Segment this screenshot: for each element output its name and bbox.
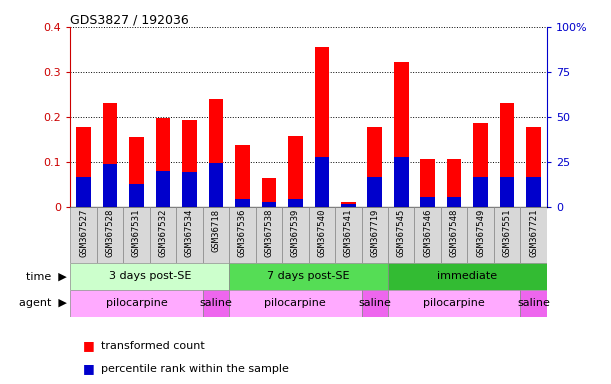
Bar xyxy=(341,202,356,207)
Text: GSM367721: GSM367721 xyxy=(529,209,538,257)
Bar xyxy=(367,127,382,207)
Bar xyxy=(97,207,123,263)
Bar xyxy=(494,207,521,263)
Text: agent  ▶: agent ▶ xyxy=(20,298,67,308)
Text: transformed count: transformed count xyxy=(101,341,205,351)
Text: immediate: immediate xyxy=(437,271,497,281)
Bar xyxy=(182,172,197,207)
Bar xyxy=(150,207,176,263)
Bar xyxy=(474,177,488,207)
Bar xyxy=(335,207,362,263)
Text: GSM367548: GSM367548 xyxy=(450,209,459,257)
Bar xyxy=(70,207,97,263)
Bar xyxy=(262,178,276,207)
Text: GSM367545: GSM367545 xyxy=(397,209,406,257)
Text: pilocarpine: pilocarpine xyxy=(106,298,167,308)
Bar xyxy=(76,177,91,207)
Bar xyxy=(362,290,388,317)
Bar xyxy=(103,164,117,207)
Text: GSM367549: GSM367549 xyxy=(476,209,485,257)
Bar xyxy=(129,137,144,207)
Bar xyxy=(447,159,461,207)
Text: time  ▶: time ▶ xyxy=(26,271,67,281)
Bar xyxy=(203,207,229,263)
Bar xyxy=(229,290,362,317)
Text: saline: saline xyxy=(199,298,232,308)
Text: GSM367539: GSM367539 xyxy=(291,209,300,257)
Bar xyxy=(474,122,488,207)
Bar xyxy=(500,103,514,207)
Bar xyxy=(123,207,150,263)
Text: ■: ■ xyxy=(82,339,94,352)
Bar xyxy=(229,207,255,263)
Text: percentile rank within the sample: percentile rank within the sample xyxy=(101,364,288,374)
Bar xyxy=(255,207,282,263)
Bar xyxy=(235,145,250,207)
Bar xyxy=(176,207,203,263)
Text: GSM367551: GSM367551 xyxy=(503,209,511,257)
Text: ■: ■ xyxy=(82,362,94,375)
Bar xyxy=(388,290,521,317)
Text: GSM367528: GSM367528 xyxy=(106,209,114,257)
Bar xyxy=(262,202,276,207)
Bar xyxy=(70,263,229,290)
Bar xyxy=(315,157,329,207)
Bar xyxy=(388,263,547,290)
Text: GSM367538: GSM367538 xyxy=(265,209,273,257)
Bar xyxy=(129,184,144,207)
Text: GSM367540: GSM367540 xyxy=(317,209,326,257)
Bar xyxy=(362,207,388,263)
Bar xyxy=(229,263,388,290)
Bar xyxy=(500,177,514,207)
Text: GSM367532: GSM367532 xyxy=(158,209,167,257)
Bar xyxy=(526,177,541,207)
Text: GSM367541: GSM367541 xyxy=(344,209,353,257)
Text: GSM367536: GSM367536 xyxy=(238,209,247,257)
Bar xyxy=(394,157,409,207)
Text: pilocarpine: pilocarpine xyxy=(265,298,326,308)
Text: 7 days post-SE: 7 days post-SE xyxy=(267,271,350,281)
Text: GSM367531: GSM367531 xyxy=(132,209,141,257)
Bar xyxy=(420,197,435,207)
Bar xyxy=(156,118,170,207)
Bar xyxy=(414,207,441,263)
Text: 3 days post-SE: 3 days post-SE xyxy=(109,271,191,281)
Bar xyxy=(467,207,494,263)
Bar xyxy=(76,127,91,207)
Bar xyxy=(441,207,467,263)
Text: GSM367527: GSM367527 xyxy=(79,209,88,257)
Text: GDS3827 / 192036: GDS3827 / 192036 xyxy=(70,14,189,27)
Text: GSM367534: GSM367534 xyxy=(185,209,194,257)
Bar xyxy=(521,207,547,263)
Bar xyxy=(70,290,203,317)
Bar xyxy=(235,199,250,207)
Text: GSM367546: GSM367546 xyxy=(423,209,432,257)
Bar xyxy=(203,290,229,317)
Text: GSM36718: GSM36718 xyxy=(211,209,221,252)
Bar xyxy=(315,47,329,207)
Text: GSM367719: GSM367719 xyxy=(370,209,379,257)
Bar xyxy=(282,207,309,263)
Text: saline: saline xyxy=(517,298,550,308)
Bar xyxy=(526,127,541,207)
Text: pilocarpine: pilocarpine xyxy=(423,298,485,308)
Bar xyxy=(367,177,382,207)
Bar xyxy=(103,103,117,207)
Bar xyxy=(394,61,409,207)
Text: saline: saline xyxy=(358,298,391,308)
Bar xyxy=(388,207,414,263)
Bar xyxy=(208,99,223,207)
Bar xyxy=(309,207,335,263)
Bar xyxy=(288,199,302,207)
Bar xyxy=(156,171,170,207)
Bar xyxy=(182,120,197,207)
Bar xyxy=(288,136,302,207)
Bar xyxy=(420,159,435,207)
Bar xyxy=(447,197,461,207)
Bar xyxy=(208,163,223,207)
Bar xyxy=(341,204,356,207)
Bar xyxy=(521,290,547,317)
